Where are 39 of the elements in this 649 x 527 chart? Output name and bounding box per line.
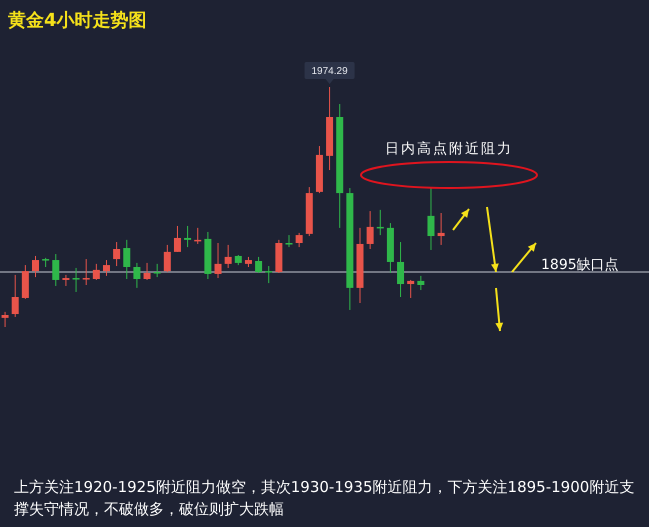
candlestick (397, 242, 404, 298)
candlestick (62, 274, 70, 286)
candlestick (174, 225, 181, 252)
candlestick (407, 279, 414, 298)
candlestick (154, 263, 161, 278)
candlestick (42, 257, 50, 268)
candlestick (102, 260, 110, 276)
candlestick (296, 232, 303, 248)
candlestick (194, 227, 202, 244)
text: 上方关注1920-1925附近阻力做空，其次1930-1935附近阻力，下方关注1895-1900附近支撑失守情况，不破做多，破位则扩大跌幅 (14, 477, 636, 520)
candlestick (417, 275, 424, 291)
candlestick (92, 263, 100, 280)
candlestick (164, 244, 171, 273)
candlestick (113, 242, 120, 267)
candlestick (366, 210, 374, 250)
annotation: 1974.29 (311, 66, 348, 77)
candlestick (286, 234, 293, 248)
candlestick (32, 255, 39, 278)
candlestick (224, 244, 232, 268)
candlestick (376, 209, 384, 236)
annotation: 日内高点附近阻力 (385, 141, 513, 157)
candlestick (265, 266, 272, 284)
candlestick (438, 212, 445, 246)
candlestick (123, 239, 130, 280)
ref-line-label: 1895缺口点 (541, 257, 619, 274)
candlestick (255, 256, 262, 274)
candlestick (52, 254, 60, 286)
candlestick (133, 262, 140, 288)
candlestick (214, 242, 222, 279)
candlestick (427, 186, 434, 250)
candlestick (244, 256, 252, 268)
candlestick (12, 274, 19, 318)
candlestick (82, 258, 90, 286)
candlestick (234, 254, 242, 266)
candlestick (144, 262, 151, 280)
candlestick (72, 267, 80, 292)
chart-title: 黄金4小时走势图 (7, 10, 147, 31)
candlestick (2, 311, 9, 328)
candlestick (184, 225, 192, 248)
